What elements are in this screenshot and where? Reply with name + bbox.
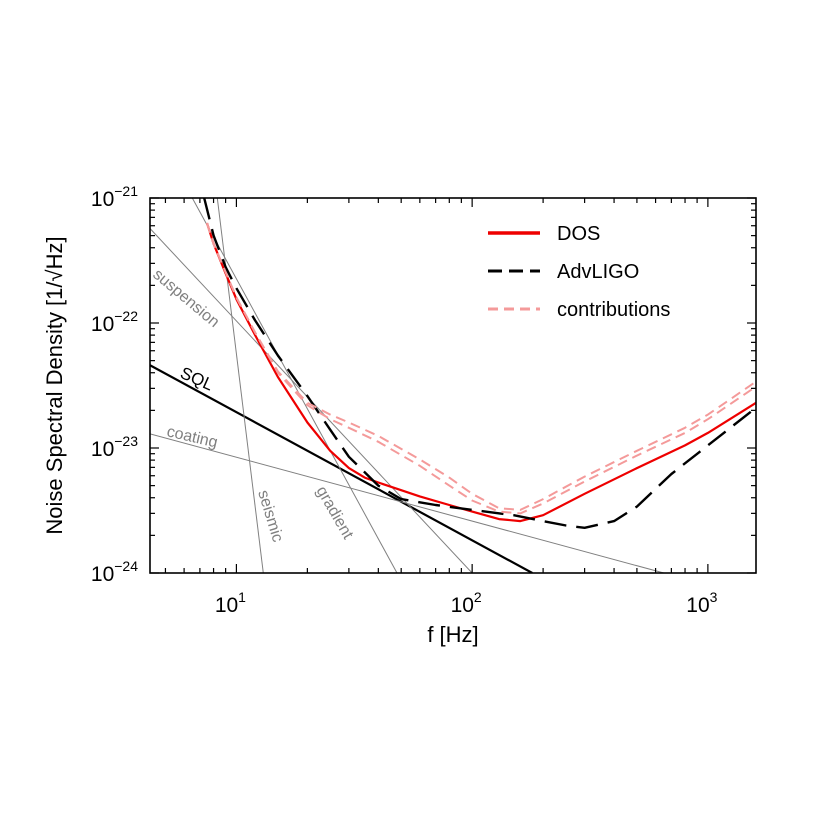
legend: DOS AdvLIGO contributions (488, 223, 670, 321)
x-tick-label: 101 (215, 589, 246, 617)
x-axis-label: f [Hz] (427, 622, 478, 647)
legend-label: contributions (557, 299, 670, 321)
reference-line-seismic (216, 198, 264, 573)
y-tick-label: 10−21 (91, 183, 138, 211)
y-tick-label: 10−23 (91, 433, 138, 461)
axis-ticks: 101 102 103 10−24 10−23 10−22 10−21 (91, 183, 756, 617)
annotation-coating: coating (165, 423, 219, 451)
series-line-advligo (203, 198, 756, 529)
y-axis-label: Noise Spectral Density [1/√Hz] (42, 236, 67, 534)
y-tick-label: 10−22 (91, 308, 138, 336)
annotation-suspension: suspension (149, 266, 222, 331)
reference-line-coating (150, 433, 664, 573)
series-line-contribution-2 (206, 222, 756, 515)
plot-frame (149, 197, 757, 574)
reference-line-SQL (150, 364, 533, 573)
legend-label: DOS (557, 223, 600, 245)
reference-line-gradient (191, 198, 398, 573)
series-line-contribution-3 (206, 222, 756, 511)
series-line-dos (205, 222, 756, 523)
legend-label: AdvLIGO (557, 261, 639, 283)
x-tick-label: 102 (451, 589, 482, 617)
plot-curves (150, 198, 756, 573)
y-tick-label: 10−24 (91, 558, 138, 586)
annotation-gradient: gradient (313, 484, 357, 543)
x-tick-label: 103 (686, 589, 717, 617)
